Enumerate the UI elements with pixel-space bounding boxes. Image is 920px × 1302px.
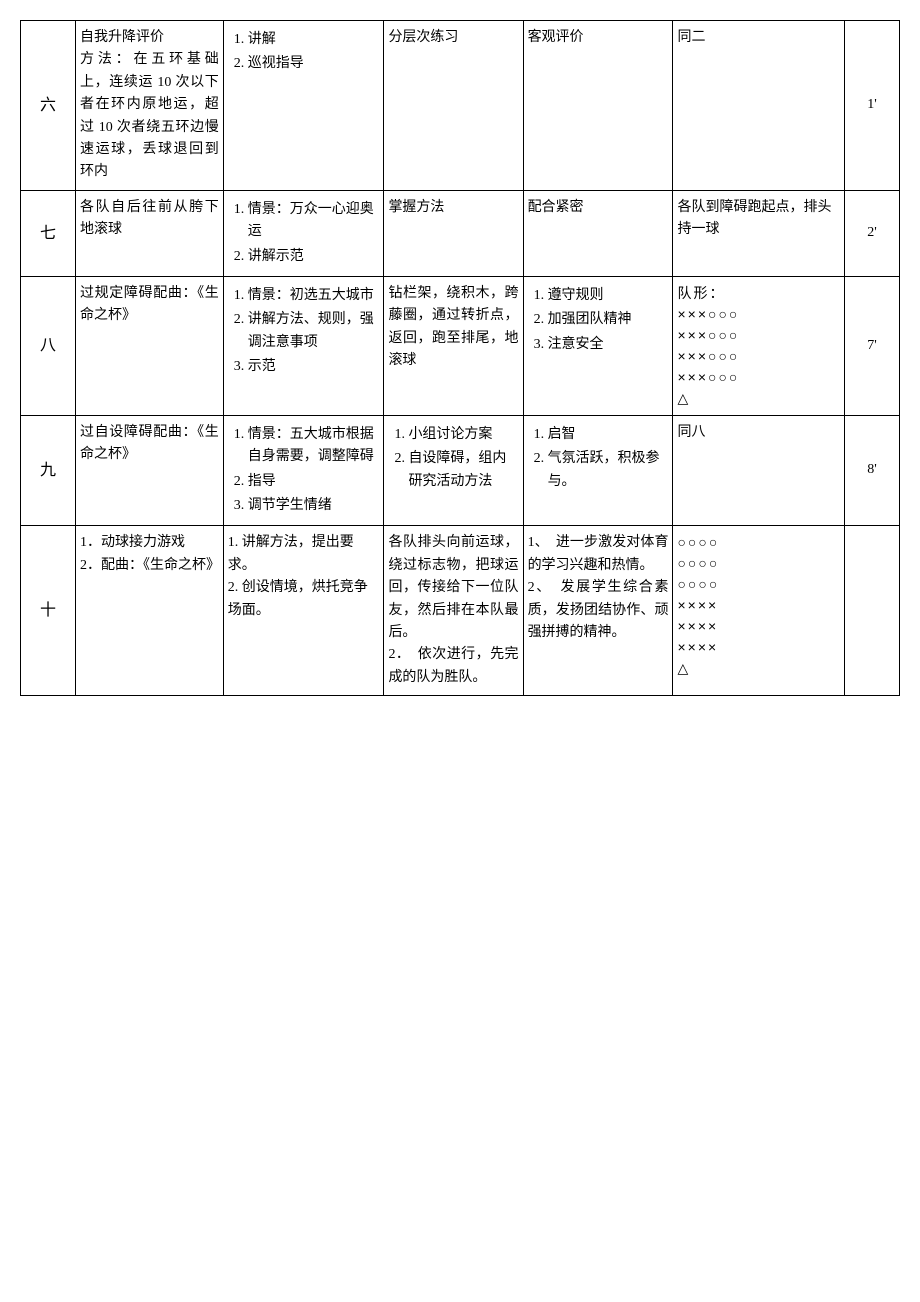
requirements: 启智气氛活跃，积极参与。 (523, 415, 673, 526)
row-number: 七 (21, 190, 76, 276)
activity-content: 过规定障碍配曲：《生命之杯》 (76, 276, 224, 415)
requirements: 配合紧密 (523, 190, 673, 276)
row-number: 八 (21, 276, 76, 415)
teacher-activity: 情景：五大城市根据自身需要，调整障碍指导调节学生情绪 (223, 415, 384, 526)
activity-content: 自我升降评价方法：在五环基础上，连续运 10 次以下者在环内原地运，超过 10 … (76, 21, 224, 191)
formation: 各队到障碍跑起点，排头持一球 (673, 190, 844, 276)
activity-content: 各队自后往前从胯下地滚球 (76, 190, 224, 276)
time: 7' (844, 276, 899, 415)
formation: 同二 (673, 21, 844, 191)
requirements: 1、 进一步激发对体育的学习兴趣和热情。2、 发展学生综合素质，发扬团结协作、顽… (523, 526, 673, 696)
student-activity: 掌握方法 (384, 190, 523, 276)
lesson-table: 六自我升降评价方法：在五环基础上，连续运 10 次以下者在环内原地运，超过 10… (20, 20, 900, 696)
time (844, 526, 899, 696)
teacher-activity: 1. 讲解方法，提出要求。2. 创设情境，烘托竞争场面。 (223, 526, 384, 696)
teacher-activity: 情景：初选五大城市讲解方法、规则，强调注意事项示范 (223, 276, 384, 415)
row-number: 六 (21, 21, 76, 191)
teacher-activity: 讲解巡视指导 (223, 21, 384, 191)
time: 8' (844, 415, 899, 526)
row-number: 九 (21, 415, 76, 526)
activity-content: 1．动球接力游戏2．配曲：《生命之杯》 (76, 526, 224, 696)
formation: 同八 (673, 415, 844, 526)
formation: 队形：×××○○○×××○○○×××○○○×××○○○△ (673, 276, 844, 415)
student-activity: 小组讨论方案自设障碍，组内研究活动方法 (384, 415, 523, 526)
activity-content: 过自设障碍配曲：《生命之杯》 (76, 415, 224, 526)
requirements: 遵守规则加强团队精神注意安全 (523, 276, 673, 415)
requirements: 客观评价 (523, 21, 673, 191)
time: 2' (844, 190, 899, 276)
time: 1' (844, 21, 899, 191)
teacher-activity: 情景：万众一心迎奥运讲解示范 (223, 190, 384, 276)
student-activity: 各队排头向前运球，绕过标志物，把球运回，传接给下一位队友，然后排在本队最后。2．… (384, 526, 523, 696)
row-number: 十 (21, 526, 76, 696)
student-activity: 分层次练习 (384, 21, 523, 191)
student-activity: 钻栏架，绕积木，跨藤圈，通过转折点，返回，跑至排尾，地滚球 (384, 276, 523, 415)
formation: ○○○○○○○○○○○○××××××××××××△ (673, 526, 844, 696)
